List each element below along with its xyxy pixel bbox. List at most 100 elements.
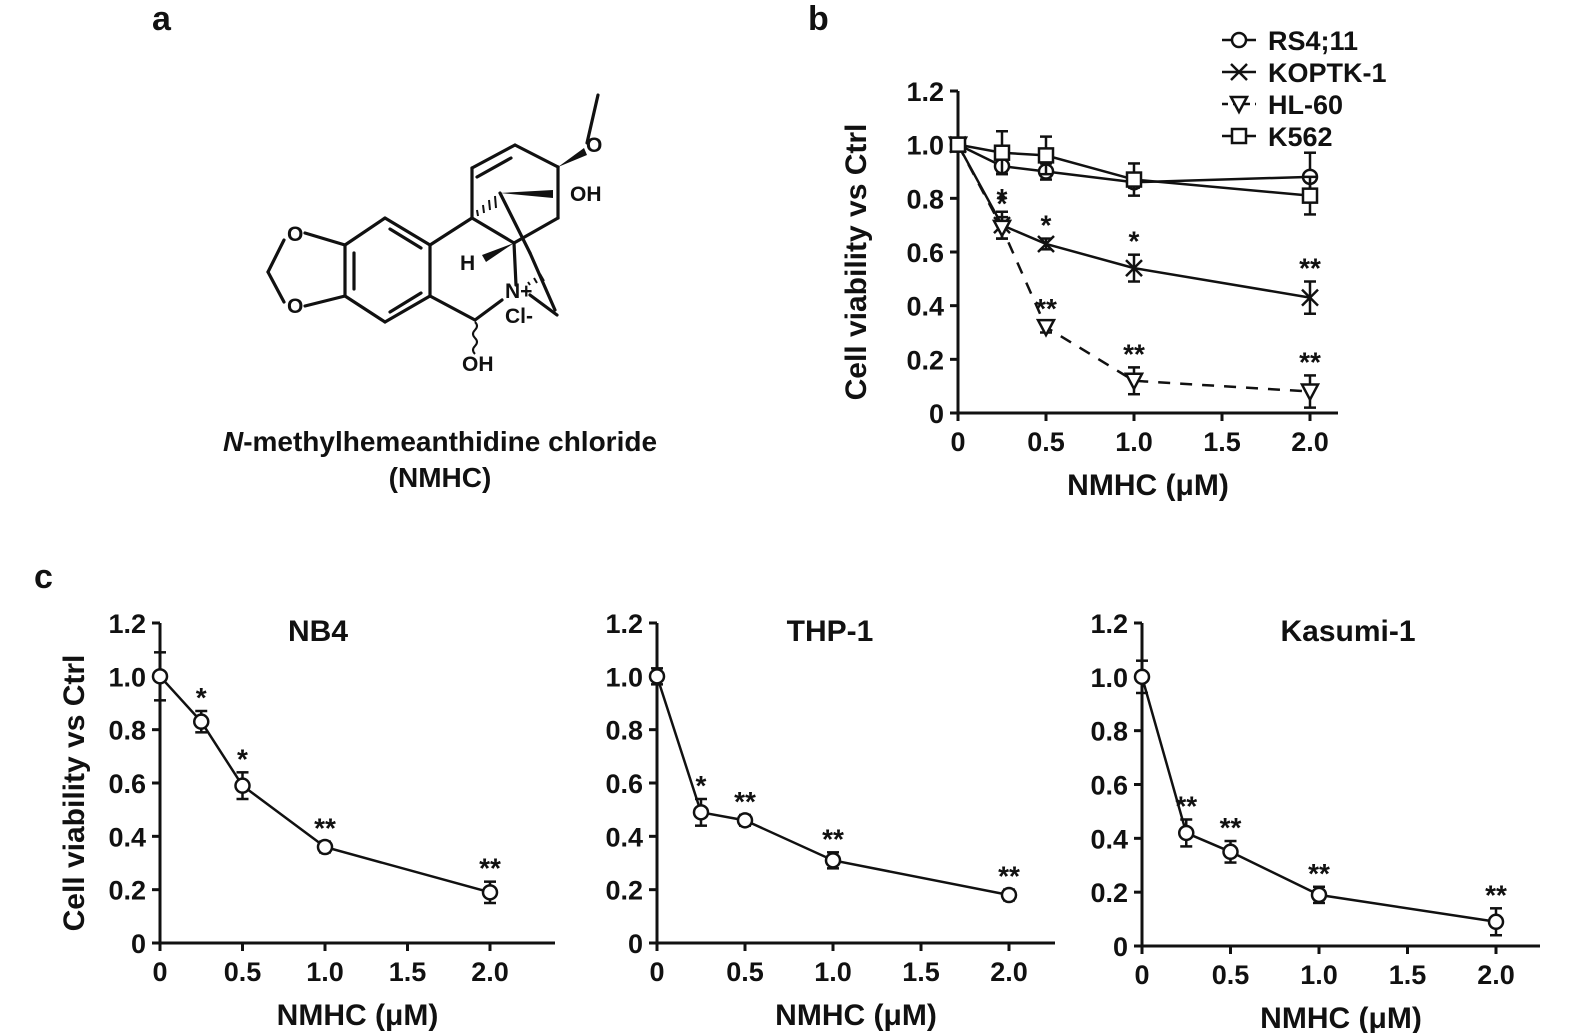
- circle-marker-icon: [316, 838, 334, 856]
- square-marker-icon: [949, 136, 967, 153]
- significance-annotation: *: [196, 682, 207, 713]
- series-nb4: ******: [151, 651, 501, 905]
- y-axis-label: Cell viability vs Ctrl: [840, 124, 873, 401]
- x-tick-label: 2.0: [990, 957, 1028, 987]
- x-marker-icon: [1301, 288, 1319, 307]
- x-tick-label: 2.0: [1291, 427, 1329, 457]
- significance-annotation: *: [237, 743, 248, 774]
- panel-b-label: b: [808, 0, 829, 38]
- significance-annotation: **: [998, 861, 1020, 892]
- legend-item: KOPTK-1: [1222, 58, 1387, 88]
- circle-marker-icon: [1133, 668, 1151, 686]
- x-tick-label: 2.0: [471, 957, 509, 987]
- y-tick-label: 0.4: [906, 292, 944, 322]
- y-tick-label: 0.8: [906, 184, 944, 214]
- triangle-marker-icon: [1123, 372, 1145, 392]
- x-tick-label: 1.0: [1300, 960, 1338, 990]
- legend-label: KOPTK-1: [1268, 58, 1387, 88]
- circle-marker-icon: [648, 668, 666, 685]
- circle-marker-icon: [234, 777, 251, 794]
- legend-item: K562: [1222, 122, 1333, 152]
- y-tick-label: 1.0: [605, 662, 643, 692]
- circle-marker-icon: [692, 804, 710, 821]
- significance-annotation: **: [1035, 293, 1057, 324]
- x-tick-label: 1.5: [1389, 960, 1427, 990]
- triangle-marker-icon: [1228, 95, 1250, 115]
- x-tick-label: 1.5: [389, 957, 427, 987]
- x-tick-label: 0.5: [726, 957, 764, 987]
- x-tick-label: 0: [152, 957, 167, 987]
- square-marker-icon: [1037, 147, 1055, 164]
- x-tick-label: 1.0: [814, 957, 852, 987]
- y-tick-label: 0: [628, 929, 643, 959]
- legend-label: K562: [1268, 122, 1333, 152]
- x-tick-label: 2.0: [1477, 960, 1515, 990]
- x-tick-label: 0: [1134, 960, 1149, 990]
- significance-annotation: *: [997, 183, 1008, 214]
- significance-annotation: **: [1485, 879, 1507, 910]
- x-tick-label: 0: [950, 427, 965, 457]
- circle-marker-icon: [151, 668, 169, 685]
- x-tick-label: 0: [649, 957, 664, 987]
- y-tick-label: 0.2: [906, 345, 944, 375]
- y-tick-label: 1.2: [906, 77, 944, 107]
- x-axis-label: NMHC (μM): [277, 999, 439, 1032]
- x-marker-icon: [1037, 235, 1055, 253]
- y-tick-label: 0.6: [1090, 771, 1128, 801]
- y-tick-label: 0: [1113, 932, 1128, 962]
- x-axis-label: NMHC (μM): [775, 999, 937, 1032]
- square-marker-icon: [1125, 171, 1143, 188]
- significance-annotation: **: [479, 853, 501, 884]
- circle-marker-icon: [481, 884, 499, 901]
- x-marker-icon: [1230, 63, 1248, 81]
- panel-c-label: c: [34, 558, 53, 596]
- series-k562: [949, 130, 1319, 216]
- axes: [1134, 621, 1540, 954]
- y-tick-label: 0.4: [108, 822, 146, 852]
- x-tick-label: 1.0: [306, 957, 344, 987]
- y-tick-label: 0.6: [108, 769, 146, 799]
- triangle-marker-icon: [1299, 383, 1321, 403]
- significance-annotation: *: [997, 188, 1008, 219]
- square-marker-icon: [1230, 127, 1248, 145]
- significance-annotation: *: [696, 770, 707, 801]
- y-tick-label: 0.4: [1090, 824, 1128, 854]
- series-kasumi-1: ** ** ** **: [1133, 659, 1507, 937]
- y-tick-label: 0.2: [108, 876, 146, 906]
- y-tick-label: 0.6: [605, 769, 643, 799]
- chart-title: Kasumi-1: [1280, 615, 1415, 648]
- x-tick-label: 1.5: [902, 957, 940, 987]
- y-tick-label: 0.8: [108, 716, 146, 746]
- triangle-marker-icon: [991, 219, 1013, 239]
- x-axis-label: NMHC (μM): [1067, 469, 1229, 502]
- circle-marker-icon: [1000, 886, 1018, 904]
- compound-abbrev: (NMHC): [388, 462, 492, 493]
- significance-annotation: **: [1308, 858, 1330, 889]
- y-tick-label: 0.6: [906, 238, 944, 268]
- legend-item: RS4;11: [1222, 26, 1358, 56]
- circle-marker-icon: [1222, 843, 1239, 861]
- y-tick-label: 1.2: [605, 609, 643, 639]
- chart-title: NB4: [288, 615, 348, 648]
- x-marker-icon: [1125, 259, 1143, 277]
- x-tick-label: 0.5: [224, 957, 262, 987]
- square-marker-icon: [993, 144, 1011, 161]
- circle-marker-icon: [1310, 886, 1328, 904]
- legend-label: RS4;11: [1268, 26, 1358, 56]
- circle-marker-icon: [1230, 31, 1248, 49]
- significance-annotation: **: [1299, 346, 1321, 377]
- x-tick-label: 0.5: [1027, 427, 1065, 457]
- significance-annotation: **: [734, 786, 756, 817]
- compound-name-rest: -methylhemeanthidine chloride: [243, 426, 658, 457]
- circle-marker-icon: [1178, 824, 1195, 842]
- y-tick-label: 0.2: [605, 876, 643, 906]
- series-koptk-1: *****: [949, 135, 1321, 315]
- significance-annotation: *: [1041, 210, 1052, 241]
- y-tick-label: 1.2: [108, 609, 146, 639]
- series-thp-1: *******: [648, 667, 1020, 904]
- significance-annotation: **: [1123, 338, 1145, 369]
- significance-annotation: **: [822, 823, 844, 854]
